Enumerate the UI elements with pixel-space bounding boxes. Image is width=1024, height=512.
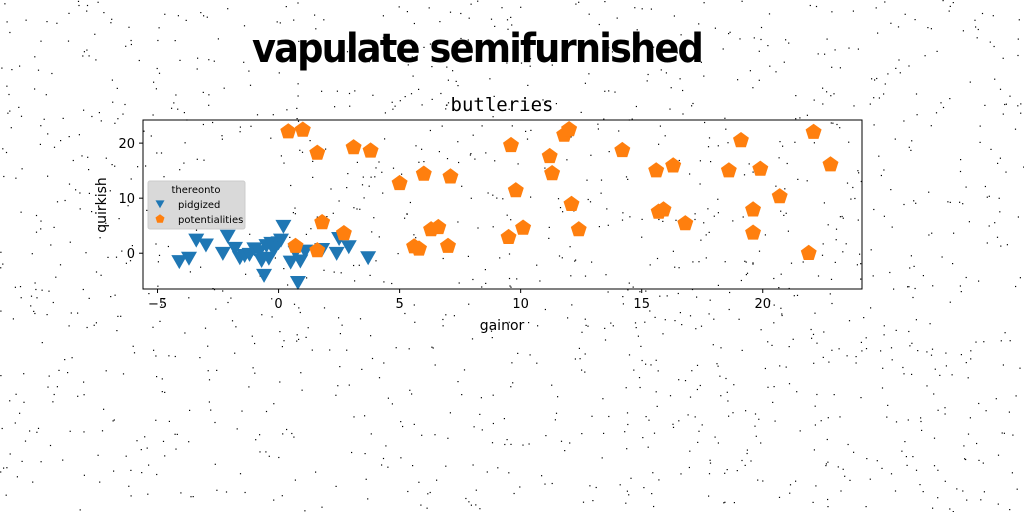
- data-point: [805, 123, 822, 139]
- data-point: [289, 275, 306, 290]
- data-point: [197, 238, 214, 253]
- data-point: [507, 182, 524, 198]
- series-potentialities: [280, 121, 839, 260]
- data-point: [391, 174, 408, 191]
- data-point: [345, 139, 362, 155]
- data-point: [430, 218, 447, 235]
- data-point: [745, 201, 761, 217]
- x-axis-label: gainor: [480, 318, 525, 334]
- data-point: [822, 156, 839, 172]
- data-point: [563, 195, 580, 211]
- y-tick-label: 10: [118, 192, 135, 207]
- y-axis-label: quirkish: [94, 177, 110, 233]
- x-tick-label: 0: [274, 297, 282, 312]
- data-point: [219, 229, 236, 244]
- axes-frame: [142, 119, 863, 290]
- legend-marker-pidgized: [155, 200, 165, 209]
- data-point: [752, 160, 769, 176]
- x-axis: −5 0 5 10 15 20: [148, 289, 771, 312]
- x-tick-label: 5: [395, 297, 403, 312]
- x-tick-label: 15: [633, 297, 650, 312]
- legend-label-pidgized: pidgized: [178, 200, 220, 211]
- chart-title: butleries: [451, 94, 554, 116]
- legend: thereonto pidgized potentialities: [147, 180, 246, 230]
- x-tick-label: 10: [512, 297, 529, 312]
- data-point: [500, 228, 517, 244]
- data-point: [561, 121, 578, 137]
- data-point: [544, 165, 561, 181]
- data-point: [442, 168, 459, 184]
- data-point: [614, 141, 631, 158]
- legend-label-potentialities: potentialities: [178, 215, 243, 226]
- data-point: [214, 246, 231, 261]
- figure-suptitle: vapulate semifurnished: [251, 26, 704, 72]
- data-point: [648, 162, 665, 178]
- x-tick-label: 20: [754, 297, 771, 312]
- data-point: [171, 255, 188, 270]
- data-point: [570, 221, 587, 237]
- data-point: [771, 188, 788, 204]
- data-point: [503, 136, 519, 153]
- data-point: [720, 162, 737, 178]
- y-tick-label: 0: [127, 247, 135, 262]
- data-point: [282, 255, 299, 270]
- data-point: [415, 165, 432, 181]
- data-point: [188, 233, 205, 248]
- data-point: [340, 240, 357, 255]
- data-point: [411, 240, 427, 256]
- plot-area: [171, 121, 839, 290]
- data-point: [733, 132, 749, 148]
- y-tick-label: 20: [118, 137, 135, 152]
- data-point: [309, 242, 326, 258]
- x-tick-label: −5: [148, 297, 167, 312]
- data-point: [292, 254, 309, 269]
- data-point: [309, 144, 326, 160]
- data-point: [665, 157, 682, 173]
- data-point: [280, 123, 297, 139]
- data-point: [335, 225, 352, 241]
- data-point: [314, 214, 331, 230]
- data-point: [800, 244, 817, 260]
- data-point: [362, 142, 379, 158]
- data-point: [541, 147, 558, 164]
- data-point: [180, 251, 197, 266]
- legend-box: [147, 180, 246, 230]
- legend-marker-potentialities: [155, 214, 165, 223]
- data-point: [328, 246, 345, 261]
- data-point: [294, 121, 311, 137]
- data-point: [256, 268, 273, 283]
- data-point: [272, 233, 289, 248]
- data-point: [226, 241, 243, 256]
- data-point: [251, 245, 268, 260]
- data-point: [655, 201, 672, 217]
- y-axis: 0 10 20: [118, 137, 143, 262]
- data-point: [745, 224, 761, 240]
- data-point: [360, 251, 377, 266]
- data-point: [440, 237, 456, 253]
- data-point: [677, 215, 694, 231]
- data-point: [275, 219, 292, 234]
- legend-title: thereonto: [172, 185, 221, 196]
- data-point: [515, 219, 532, 235]
- data-point: [287, 237, 304, 253]
